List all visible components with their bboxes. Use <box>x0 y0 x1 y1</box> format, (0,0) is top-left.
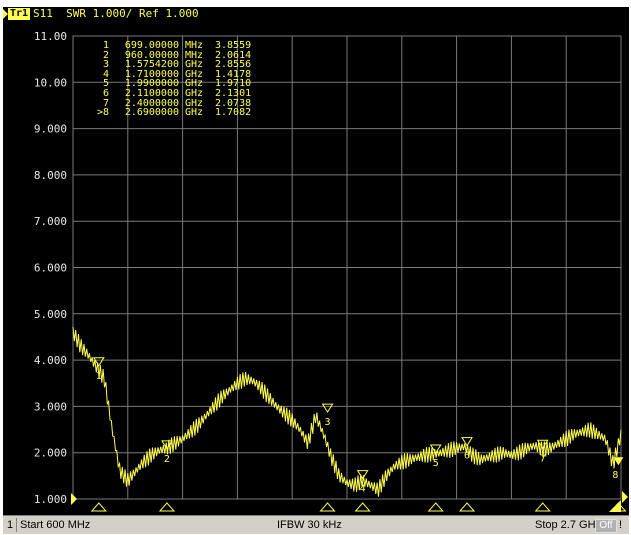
marker-unit: GHz <box>185 97 204 109</box>
marker-row[interactable]: >8 2.6900000 GHz 1.7082 <box>87 108 255 118</box>
status-bar: 1 Start 600 MHz IFBW 30 kHz Stop 2.7 GHz… <box>3 515 629 534</box>
marker-unit: GHz <box>185 59 204 71</box>
marker-number: 3 <box>102 59 109 71</box>
y-tick-label: 6.000 <box>34 262 67 275</box>
active-marker-icon <box>613 457 624 466</box>
marker-label: 2 <box>164 454 170 465</box>
marker-frequency: 2.1100000 <box>124 87 179 99</box>
channel-number[interactable]: 1 <box>7 519 14 531</box>
marker-number: >8 <box>96 107 109 119</box>
y-tick-label: 1.000 <box>34 493 67 506</box>
marker-position-icon <box>319 502 336 512</box>
y-tick-labels: 11.00 10.00 9.000 8.000 7.000 6.000 5.000 4.000… <box>34 30 77 506</box>
y-tick-label: 9.000 <box>34 123 67 136</box>
marker-triangle-icon <box>356 470 369 480</box>
start-frequency[interactable]: Start 600 MHz <box>20 519 91 531</box>
marker-position-icon <box>534 502 551 512</box>
marker-unit: MHz <box>185 49 204 61</box>
y-tick-label: 3.000 <box>34 400 67 413</box>
marker-row[interactable]: 6 2.1100000 GHz 2.1301 <box>87 89 255 99</box>
marker-position-icon <box>90 502 107 512</box>
y-tick-label: 7.000 <box>34 215 67 228</box>
marker-value: 2.1301 <box>215 87 252 99</box>
marker-label: 7 <box>540 453 546 464</box>
marker-value: 3.8559 <box>215 40 252 51</box>
trace-layer <box>72 326 622 497</box>
marker-label: 4 <box>360 484 366 495</box>
marker-position-icon <box>458 502 476 512</box>
marker-number: 2 <box>102 49 109 61</box>
marker-position-icon <box>427 502 444 512</box>
marker-row[interactable]: 1 699.00000 MHz 3.8559 <box>87 41 255 51</box>
y-tick-label: 11.00 <box>34 30 67 43</box>
y-tick-label: 4.000 <box>34 354 67 367</box>
marker-unit: GHz <box>185 107 204 119</box>
marker-row[interactable]: 4 1.7100000 GHz 1.4178 <box>87 68 255 80</box>
marker-row[interactable]: 2 960.00000 MHz 2.0614 <box>87 49 255 61</box>
reference-level-arrow-icon <box>71 493 77 505</box>
marker-position-icon <box>158 502 176 512</box>
marker-unit: GHz <box>185 68 204 80</box>
warning-indicator: ! <box>619 519 623 531</box>
marker-label: 1 <box>96 371 102 382</box>
marker-layer: 1 2 3 4 5 6 7 8 <box>90 357 628 512</box>
marker-value: 1.9710 <box>215 78 252 90</box>
marker-row[interactable]: 3 1.5754200 GHz 2.8556 <box>87 60 255 70</box>
marker-row[interactable]: 7 2.4000000 GHz 2.0738 <box>87 97 255 109</box>
marker-value: 2.0614 <box>215 49 252 61</box>
active-trace-arrow-icon <box>3 9 8 19</box>
marker-value: 2.8556 <box>215 59 252 71</box>
divider <box>16 518 17 532</box>
marker-triangle-icon <box>536 439 549 450</box>
y-tick-label: 8.000 <box>34 169 67 182</box>
stop-frequency[interactable]: Stop 2.7 GHz <box>535 519 602 531</box>
trace-header: Tr1 S11 SWR 1.000/ Ref 1.000 <box>3 7 629 21</box>
marker-number: 5 <box>102 78 109 90</box>
stop-indicator-icon <box>609 500 621 512</box>
marker-position-icon <box>354 502 371 512</box>
marker-number: 4 <box>102 68 109 80</box>
marker-label: 5 <box>433 458 439 469</box>
y-tick-label: 2.000 <box>34 447 67 460</box>
marker-value: 1.4178 <box>215 68 252 80</box>
marker-label: 8 <box>612 470 618 481</box>
grid <box>72 35 622 500</box>
marker-unit: GHz <box>185 78 204 90</box>
ifbw-setting[interactable]: IFBW 30 kHz <box>277 519 342 531</box>
trace-label[interactable]: Tr1 <box>8 8 31 20</box>
marker-frequency: 2.4000000 <box>124 97 179 109</box>
marker-label: 3 <box>325 417 331 428</box>
marker-triangle-icon <box>461 437 473 447</box>
ref-level-right-arrow-icon <box>622 491 628 503</box>
marker-value: 2.0738 <box>215 97 252 109</box>
marker-number: 6 <box>102 87 109 99</box>
marker-unit: MHz <box>185 40 204 51</box>
marker-table: 1 699.00000 MHz 3.8559 2 960.00000 MHz 2.0614 3 1… <box>87 41 255 118</box>
marker-row[interactable]: 5 1.9900000 GHz 1.9710 <box>87 79 255 89</box>
marker-value: 1.7082 <box>215 107 252 119</box>
marker-number: 7 <box>102 97 109 109</box>
marker-label: 6 <box>464 451 470 462</box>
y-tick-label: 5.000 <box>34 308 67 321</box>
marker-triangle-icon <box>92 357 105 367</box>
marker-frequency: 699.00000 <box>124 40 179 51</box>
marker-frequency: 960.00000 <box>124 49 179 61</box>
correction-off-badge[interactable]: Off <box>595 519 617 533</box>
swr-plot: 11.00 10.00 9.000 8.000 7.000 6.000 5.000 4.000… <box>34 30 628 512</box>
marker-frequency: 2.6900000 <box>124 107 179 119</box>
y-tick-label: 10.00 <box>34 76 67 89</box>
vna-display: 11.00 10.00 9.000 8.000 7.000 6.000 5.000 4.000… <box>3 7 629 515</box>
marker-frequency: 1.9900000 <box>124 78 179 90</box>
marker-frequency: 1.5754200 <box>124 59 179 71</box>
marker-frequency: 1.7100000 <box>124 68 179 80</box>
marker-unit: GHz <box>185 87 204 99</box>
marker-triangle-icon <box>429 444 442 454</box>
swr-trace <box>72 326 622 497</box>
marker-triangle-icon <box>161 440 173 450</box>
trace-settings-text[interactable]: S11 SWR 1.000/ Ref 1.000 <box>33 7 199 20</box>
marker-number: 1 <box>102 40 109 51</box>
marker-triangle-icon <box>321 403 334 414</box>
